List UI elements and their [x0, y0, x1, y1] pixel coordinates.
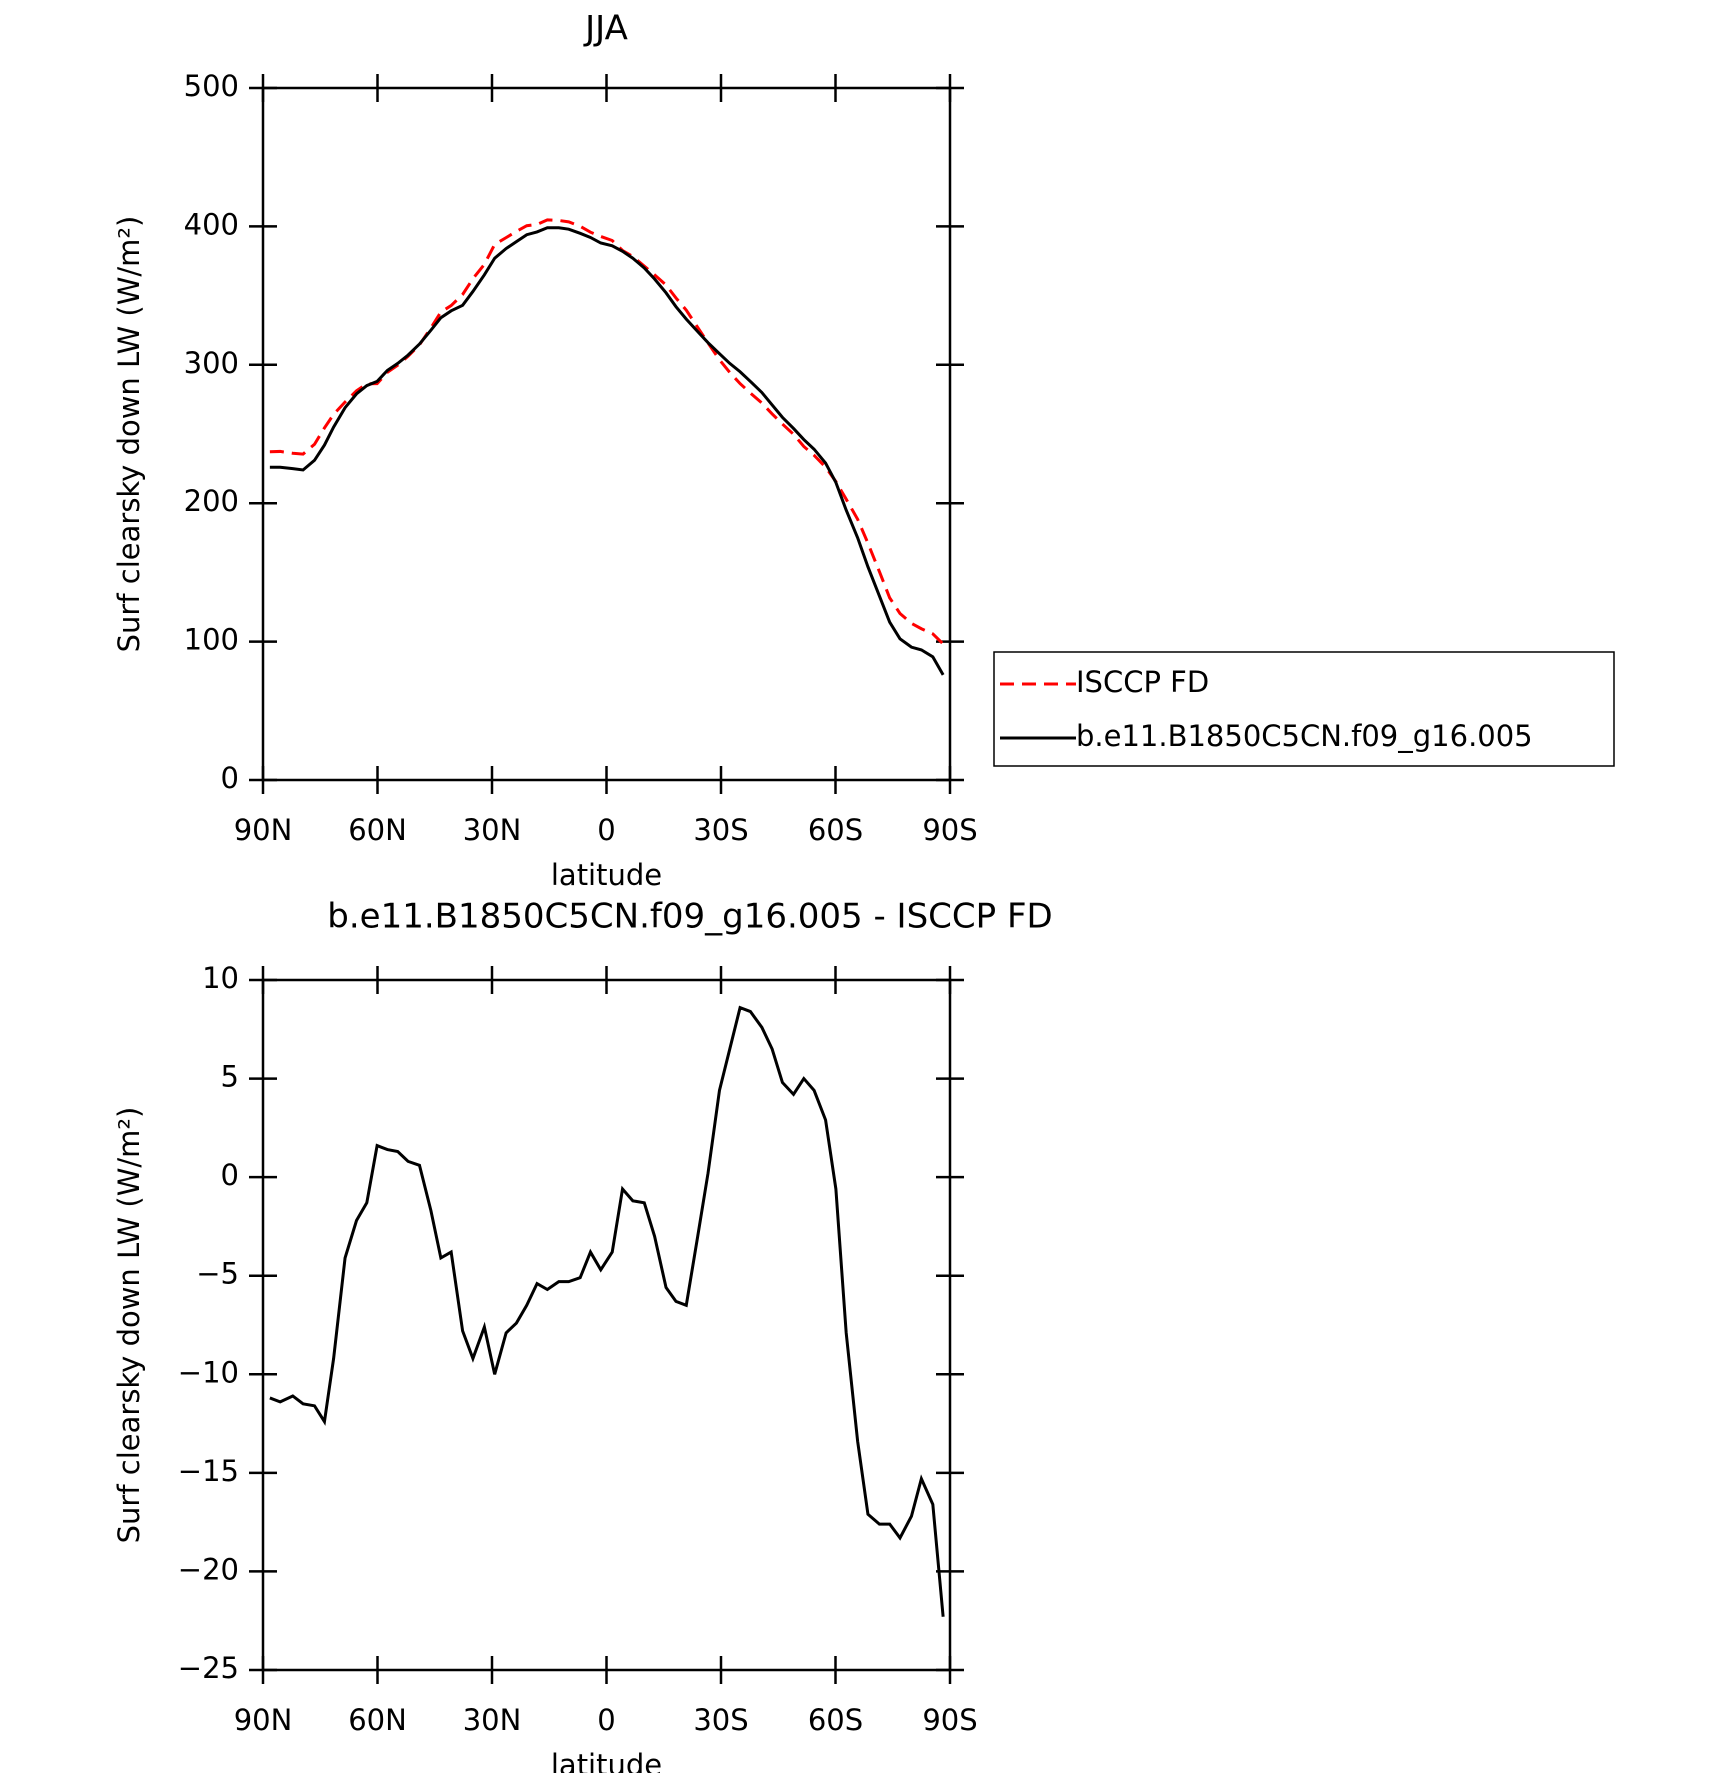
x-tick-label: 90S [922, 813, 977, 847]
plot-frame [261, 978, 952, 1672]
x-tick-label: 0 [597, 813, 615, 847]
x-tick-label: 90N [234, 813, 293, 847]
y-axis-label: Surf clearsky down LW (W/m²) [112, 216, 146, 653]
y-tick-label: −15 [178, 1454, 239, 1488]
x-tick-label: 0 [597, 1703, 615, 1737]
y-tick-label: 0 [221, 1158, 239, 1192]
y-tick-label: 500 [184, 69, 239, 103]
x-tick-label: 30S [693, 1703, 748, 1737]
data-line [269, 218, 945, 646]
data-line [269, 226, 945, 676]
x-tick-label: 30N [463, 1703, 522, 1737]
legend-label: b.e11.B1850C5CN.f09_g16.005 [1076, 719, 1533, 753]
y-axis-label: Surf clearsky down LW (W/m²) [112, 1107, 146, 1544]
x-tick-label: 30N [463, 813, 522, 847]
y-tick-label: 300 [184, 346, 239, 380]
y-tick-label: −20 [178, 1552, 239, 1586]
data-line [269, 1005, 945, 1617]
x-axis-label: latitude [551, 1748, 662, 1773]
x-tick-label: 60S [808, 1703, 863, 1737]
y-tick-label: 10 [202, 961, 239, 995]
y-tick-label: 200 [184, 484, 239, 518]
legend-label: ISCCP FD [1076, 665, 1209, 699]
y-tick-label: −25 [178, 1651, 239, 1685]
y-tick-label: −5 [196, 1257, 239, 1291]
x-tick-label: 30S [693, 813, 748, 847]
x-tick-label: 90N [234, 1703, 293, 1737]
x-tick-label: 60S [808, 813, 863, 847]
y-tick-label: −10 [178, 1355, 239, 1389]
x-tick-label: 90S [922, 1703, 977, 1737]
y-tick-label: 100 [184, 623, 239, 657]
plot-frame [261, 86, 952, 782]
y-tick-label: 5 [221, 1060, 239, 1094]
y-tick-label: 0 [221, 761, 239, 795]
x-tick-label: 60N [348, 1703, 407, 1737]
chart-title: JJA [583, 9, 628, 49]
x-tick-label: 60N [348, 813, 407, 847]
y-tick-label: 400 [184, 207, 239, 241]
legend-box [993, 651, 1615, 767]
chart-title: b.e11.B1850C5CN.f09_g16.005 - ISCCP FD [327, 897, 1052, 937]
x-axis-label: latitude [551, 858, 662, 892]
